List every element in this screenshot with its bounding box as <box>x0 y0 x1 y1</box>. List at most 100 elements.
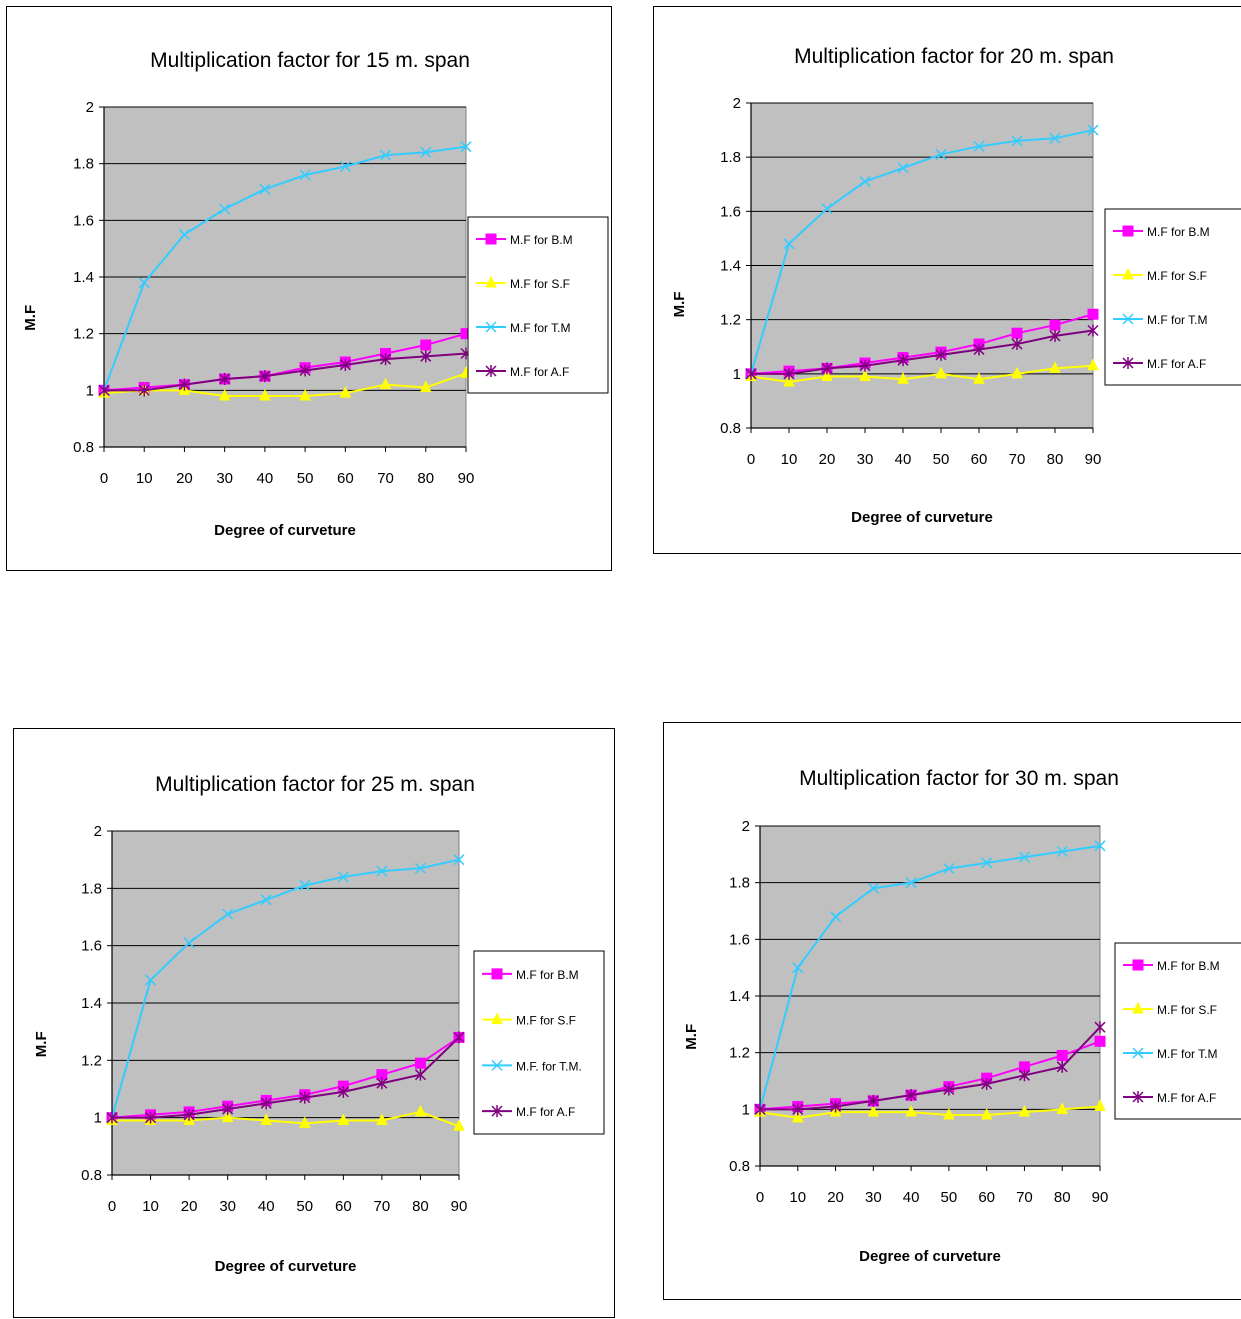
legend-marker <box>1132 1047 1144 1059</box>
x-tick-label: 10 <box>789 1189 806 1206</box>
data-point <box>981 857 993 869</box>
chart-svg: Multiplication factor for 15 m. span 0.8 1… <box>22 49 609 539</box>
data-point <box>106 1111 118 1124</box>
data-point <box>897 372 909 384</box>
data-point <box>339 358 351 371</box>
data-point <box>138 384 150 397</box>
x-tick-label: 0 <box>100 470 108 487</box>
data-point <box>859 359 871 372</box>
y-tick-label: 1 <box>94 1110 102 1127</box>
x-tick-label: 90 <box>458 470 475 487</box>
legend-item-label: M.F for S.F <box>1157 1003 1217 1017</box>
data-point <box>380 149 392 161</box>
data-point <box>1094 840 1106 852</box>
data-point <box>783 238 795 250</box>
x-tick-label: 30 <box>219 1198 236 1215</box>
chart-title: Multiplication factor for 30 m. span <box>799 767 1119 790</box>
x-tick-label: 50 <box>941 1189 958 1206</box>
y-tick-label: 1.4 <box>729 988 750 1005</box>
y-tick-label: 1.6 <box>81 938 102 955</box>
series-group <box>745 358 1099 387</box>
x-tick-label: 20 <box>827 1189 844 1206</box>
y-tick-label: 1.4 <box>73 269 94 286</box>
x-tick-label: 40 <box>903 1189 920 1206</box>
legend-marker <box>1122 313 1134 325</box>
data-point <box>299 364 311 377</box>
y-tick-label: 1 <box>733 366 741 383</box>
y-tick-label: 2 <box>733 95 741 112</box>
y-tick-label: 1.6 <box>720 203 741 220</box>
data-point <box>1056 1060 1068 1073</box>
y-tick-label: 1.2 <box>720 312 741 329</box>
legend-marker <box>1122 267 1134 280</box>
legend-marker <box>491 968 503 980</box>
data-point <box>1049 132 1061 144</box>
x-tick-label: 0 <box>108 1198 116 1215</box>
data-point <box>1011 338 1023 351</box>
x-tick-label: 90 <box>1092 1189 1109 1206</box>
data-point <box>420 350 432 363</box>
y-tick-label: 2 <box>742 818 750 835</box>
series-line <box>759 1040 1101 1111</box>
data-point <box>1087 358 1099 371</box>
series-group <box>106 1031 465 1124</box>
y-tick-label: 1.6 <box>73 212 94 229</box>
legend-item-label: M.F for B.M <box>1147 225 1210 239</box>
series-line <box>751 329 1094 375</box>
data-point <box>219 203 231 215</box>
legend-marker <box>491 1059 503 1071</box>
data-point <box>821 203 833 215</box>
y-tick-label: 2 <box>86 99 94 116</box>
data-point <box>453 1119 465 1131</box>
data-point <box>218 388 231 401</box>
x-tick-label: 80 <box>1047 451 1064 468</box>
data-point <box>935 148 947 160</box>
legend-item-label: M.F for A.F <box>1157 1091 1216 1105</box>
y-tick-label: 1.4 <box>720 258 741 275</box>
data-point <box>980 1107 993 1120</box>
x-tick-label: 20 <box>819 451 836 468</box>
legend-item-label: M.F for S.F <box>1147 269 1207 283</box>
data-point <box>414 1057 426 1069</box>
legend-item-label: M.F for T.M <box>1147 313 1207 327</box>
data-point <box>222 908 234 920</box>
data-point <box>260 1113 273 1126</box>
y-tick-label: 1.8 <box>720 149 741 166</box>
data-point <box>145 1111 157 1124</box>
series-line <box>111 1036 460 1119</box>
legend-item-label: M.F. for T.M. <box>516 1059 582 1073</box>
x-tick-label: 10 <box>142 1198 159 1215</box>
data-point <box>259 370 271 383</box>
data-point <box>219 373 231 385</box>
series-line <box>759 844 1101 1110</box>
data-point <box>935 348 947 361</box>
x-tick-label: 90 <box>451 1198 468 1215</box>
data-point <box>754 1103 766 1116</box>
legend-marker <box>1132 959 1144 971</box>
chart-svg: Multiplication factor for 20 m. span 0.8 1… <box>671 45 1241 526</box>
y-tick-label: 1.2 <box>81 1052 102 1069</box>
data-point <box>376 1077 388 1090</box>
data-point <box>419 380 432 392</box>
x-tick-label: 90 <box>1085 451 1102 468</box>
data-point <box>973 140 985 152</box>
data-point <box>905 877 917 889</box>
data-point <box>859 176 871 188</box>
legend-marker <box>485 365 497 377</box>
data-point <box>1056 1102 1069 1114</box>
data-point <box>178 378 190 391</box>
data-point <box>414 1068 426 1081</box>
data-point <box>943 1107 955 1120</box>
legend-item-label: M.F for S.F <box>510 277 570 291</box>
legend-item-label: M.F for A.F <box>516 1105 575 1119</box>
chart-30m-span: Multiplication factor for 30 m. span 0.8 1… <box>663 722 1241 1300</box>
series-group <box>98 347 472 397</box>
x-tick-label: 30 <box>216 470 233 487</box>
series-line <box>103 332 467 392</box>
x-tick-label: 60 <box>335 1198 352 1215</box>
series-line <box>750 364 1094 383</box>
data-point <box>420 339 432 351</box>
x-tick-label: 10 <box>781 451 798 468</box>
data-point <box>867 1094 879 1107</box>
series-group <box>98 366 472 401</box>
